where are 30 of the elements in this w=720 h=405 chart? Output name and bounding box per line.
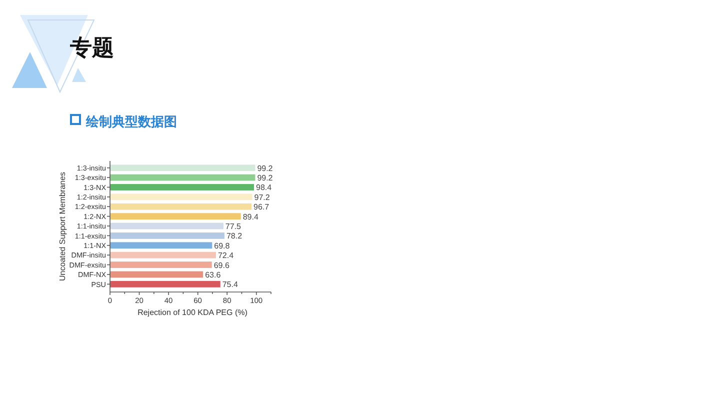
- data-label: 78.2: [226, 232, 243, 241]
- data-label: 89.4: [242, 212, 259, 222]
- bar: [110, 164, 256, 172]
- bar: [110, 194, 252, 200]
- bar: [110, 213, 241, 220]
- bar: [110, 203, 252, 210]
- bar: [110, 242, 212, 249]
- bar: [110, 271, 204, 278]
- y-axis-title: Uncoated Support Membranes: [58, 172, 67, 281]
- data-label: 69.6: [214, 260, 230, 270]
- chart-title: 专题: [69, 35, 114, 60]
- data-label: 72.4: [218, 251, 234, 260]
- bar: [110, 174, 256, 181]
- data-label: 63.6: [205, 270, 222, 280]
- data-label: 97.2: [254, 192, 270, 202]
- data-label: 69.8: [214, 241, 230, 250]
- bar: [110, 252, 216, 258]
- data-label: 96.7: [254, 202, 270, 212]
- data-label: 98.4: [256, 183, 272, 192]
- bar: [110, 184, 254, 190]
- data-label: 77.5: [225, 222, 242, 231]
- bar: [110, 232, 224, 239]
- bar: [110, 222, 224, 230]
- bar: [110, 280, 220, 288]
- bar: [110, 262, 212, 268]
- data-label: 75.4: [222, 280, 238, 290]
- data-label: 99.2: [257, 164, 274, 173]
- data-label: 99.2: [257, 174, 274, 183]
- x-axis-title: Rejection of 100 KDA PEG (%): [138, 308, 248, 317]
- chart-subtitle: 绘制典型数据图: [85, 114, 177, 129]
